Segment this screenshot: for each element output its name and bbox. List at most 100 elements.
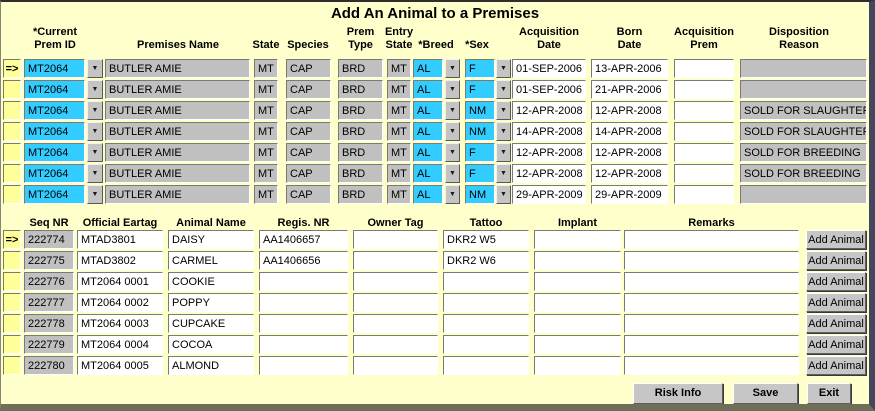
record-indicator[interactable] <box>3 80 21 99</box>
remarks-field[interactable] <box>624 293 799 312</box>
record-indicator[interactable] <box>3 335 21 354</box>
breed-field[interactable]: AL <box>413 80 443 99</box>
implant-field[interactable] <box>534 230 621 249</box>
exit-button[interactable]: Exit <box>807 383 851 404</box>
regis-nr-field[interactable] <box>259 335 348 354</box>
animal-name-field[interactable]: COCOA <box>168 335 254 354</box>
breed-dropdown-button[interactable]: ▼ <box>445 80 460 99</box>
prem-id-dropdown-button[interactable]: ▼ <box>87 143 103 162</box>
acquisition-prem-field[interactable] <box>674 122 734 141</box>
born-date-field[interactable]: 21-APR-2006 <box>591 80 668 99</box>
born-date-field[interactable]: 12-APR-2008 <box>591 164 668 183</box>
prem-id-dropdown-button[interactable]: ▼ <box>87 185 103 204</box>
tattoo-field[interactable] <box>443 314 529 333</box>
tattoo-field[interactable] <box>443 356 529 375</box>
save-button[interactable]: Save <box>733 383 798 404</box>
regis-nr-field[interactable] <box>259 272 348 291</box>
implant-field[interactable] <box>534 293 621 312</box>
prem-id-dropdown-button[interactable]: ▼ <box>87 122 103 141</box>
remarks-field[interactable] <box>624 335 799 354</box>
risk-info-button[interactable]: Risk Info <box>633 383 723 404</box>
born-date-field[interactable]: 29-APR-2009 <box>591 185 668 204</box>
record-indicator[interactable] <box>3 314 21 333</box>
breed-field[interactable]: AL <box>413 122 443 141</box>
record-indicator[interactable] <box>3 101 21 120</box>
acquisition-date-field[interactable]: 01-SEP-2006 <box>512 80 586 99</box>
official-eartag-field[interactable]: MT2064 0004 <box>77 335 163 354</box>
sex-dropdown-button[interactable]: ▼ <box>496 101 511 120</box>
prem-id-dropdown-button[interactable]: ▼ <box>87 80 103 99</box>
current-prem-id-field[interactable]: MT2064 <box>24 59 85 78</box>
add-animal-button[interactable]: Add Animal <box>806 293 866 312</box>
sex-field[interactable]: NM <box>465 185 495 204</box>
acquisition-date-field[interactable]: 12-APR-2008 <box>512 101 586 120</box>
sex-dropdown-button[interactable]: ▼ <box>496 164 511 183</box>
breed-dropdown-button[interactable]: ▼ <box>445 101 460 120</box>
add-animal-button[interactable]: Add Animal <box>806 272 866 291</box>
tattoo-field[interactable] <box>443 293 529 312</box>
breed-dropdown-button[interactable]: ▼ <box>445 143 460 162</box>
official-eartag-field[interactable]: MT2064 0005 <box>77 356 163 375</box>
implant-field[interactable] <box>534 272 621 291</box>
implant-field[interactable] <box>534 356 621 375</box>
animal-name-field[interactable]: CUPCAKE <box>168 314 254 333</box>
record-indicator[interactable] <box>3 251 21 270</box>
born-date-field[interactable]: 14-APR-2008 <box>591 122 668 141</box>
add-animal-button[interactable]: Add Animal <box>806 335 866 354</box>
breed-field[interactable]: AL <box>413 59 443 78</box>
born-date-field[interactable]: 12-APR-2008 <box>591 143 668 162</box>
acquisition-prem-field[interactable] <box>674 59 734 78</box>
animal-name-field[interactable]: COOKIE <box>168 272 254 291</box>
prem-id-dropdown-button[interactable]: ▼ <box>87 101 103 120</box>
acquisition-prem-field[interactable] <box>674 101 734 120</box>
sex-field[interactable]: F <box>465 164 495 183</box>
animal-name-field[interactable]: ALMOND <box>168 356 254 375</box>
implant-field[interactable] <box>534 251 621 270</box>
breed-dropdown-button[interactable]: ▼ <box>445 164 460 183</box>
sex-dropdown-button[interactable]: ▼ <box>496 80 511 99</box>
owner-tag-field[interactable] <box>353 335 438 354</box>
owner-tag-field[interactable] <box>353 272 438 291</box>
acquisition-date-field[interactable]: 14-APR-2008 <box>512 122 586 141</box>
regis-nr-field[interactable]: AA1406657 <box>259 230 348 249</box>
animal-name-field[interactable]: DAISY <box>168 230 254 249</box>
add-animal-button[interactable]: Add Animal <box>806 314 866 333</box>
record-indicator[interactable] <box>3 356 21 375</box>
animal-name-field[interactable]: CARMEL <box>168 251 254 270</box>
owner-tag-field[interactable] <box>353 230 438 249</box>
add-animal-button[interactable]: Add Animal <box>806 230 866 249</box>
official-eartag-field[interactable]: MT2064 0003 <box>77 314 163 333</box>
acquisition-date-field[interactable]: 01-SEP-2006 <box>512 59 586 78</box>
record-indicator[interactable] <box>3 272 21 291</box>
regis-nr-field[interactable] <box>259 356 348 375</box>
acquisition-prem-field[interactable] <box>674 80 734 99</box>
born-date-field[interactable]: 12-APR-2008 <box>591 101 668 120</box>
breed-dropdown-button[interactable]: ▼ <box>445 122 460 141</box>
owner-tag-field[interactable] <box>353 251 438 270</box>
add-animal-button[interactable]: Add Animal <box>806 356 866 375</box>
current-prem-id-field[interactable]: MT2064 <box>24 80 85 99</box>
tattoo-field[interactable]: DKR2 W6 <box>443 251 529 270</box>
breed-dropdown-button[interactable]: ▼ <box>445 59 460 78</box>
sex-dropdown-button[interactable]: ▼ <box>496 185 511 204</box>
prem-id-dropdown-button[interactable]: ▼ <box>87 164 103 183</box>
tattoo-field[interactable]: DKR2 W5 <box>443 230 529 249</box>
born-date-field[interactable]: 13-APR-2006 <box>591 59 668 78</box>
acquisition-date-field[interactable]: 12-APR-2008 <box>512 143 586 162</box>
add-animal-button[interactable]: Add Animal <box>806 251 866 270</box>
record-indicator[interactable] <box>3 164 21 183</box>
regis-nr-field[interactable] <box>259 293 348 312</box>
official-eartag-field[interactable]: MT2064 0001 <box>77 272 163 291</box>
tattoo-field[interactable] <box>443 335 529 354</box>
official-eartag-field[interactable]: MTAD3802 <box>77 251 163 270</box>
sex-dropdown-button[interactable]: ▼ <box>496 122 511 141</box>
breed-field[interactable]: AL <box>413 185 443 204</box>
acquisition-prem-field[interactable] <box>674 185 734 204</box>
remarks-field[interactable] <box>624 314 799 333</box>
current-prem-id-field[interactable]: MT2064 <box>24 143 85 162</box>
implant-field[interactable] <box>534 314 621 333</box>
regis-nr-field[interactable]: AA1406656 <box>259 251 348 270</box>
owner-tag-field[interactable] <box>353 356 438 375</box>
sex-dropdown-button[interactable]: ▼ <box>496 143 511 162</box>
sex-dropdown-button[interactable]: ▼ <box>496 59 511 78</box>
